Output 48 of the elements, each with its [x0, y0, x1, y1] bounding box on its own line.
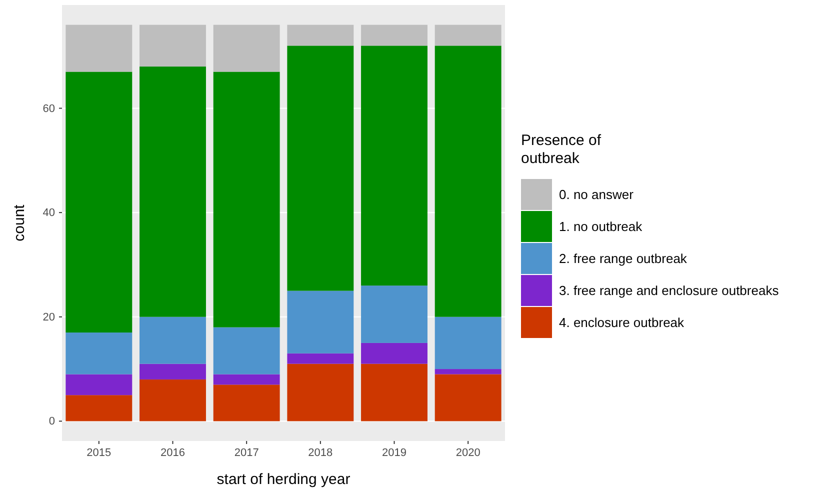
bar	[361, 46, 428, 286]
bar	[140, 66, 206, 317]
bar	[434, 374, 502, 422]
bar	[213, 327, 280, 374]
bar	[434, 24, 502, 46]
bar	[434, 369, 502, 374]
legend-label: 3. free range and enclosure outbreaks	[559, 283, 780, 298]
y-axis-title: count	[11, 204, 28, 242]
bar	[213, 384, 280, 422]
x-axis-title: start of herding year	[216, 471, 350, 488]
legend-title: Presence of outbreak	[521, 132, 602, 167]
y-tick-label: 0	[48, 416, 55, 428]
bar	[140, 316, 206, 364]
bar	[434, 316, 502, 370]
bar	[361, 24, 428, 46]
bar	[361, 364, 428, 422]
legend-label: 0. no answer	[559, 187, 634, 202]
bar	[434, 46, 502, 317]
x-tick-label: 2019	[382, 446, 406, 459]
legend-label: 4. enclosure outbreak	[559, 315, 685, 330]
bar	[287, 364, 354, 422]
bar	[140, 379, 206, 422]
x-tick-label: 2020	[456, 446, 480, 459]
bar	[213, 24, 280, 72]
bar	[66, 374, 132, 396]
bar	[140, 24, 206, 67]
bar	[66, 24, 132, 72]
y-tick-label: 40	[42, 207, 55, 220]
bar	[287, 46, 354, 291]
bar	[287, 353, 354, 364]
y-tick-label: 20	[42, 311, 55, 324]
bar	[361, 342, 428, 364]
bar	[361, 286, 428, 343]
bar	[66, 332, 132, 374]
bar	[66, 72, 132, 333]
x-tick-label: 2015	[86, 446, 112, 459]
x-tick-label: 2017	[234, 446, 259, 459]
legend-label: 2. free range outbreak	[559, 251, 688, 266]
bar	[213, 72, 280, 328]
bar	[213, 374, 280, 385]
x-tick-label: 2018	[308, 446, 333, 459]
bar	[287, 24, 354, 46]
bar	[140, 364, 206, 380]
bar	[66, 395, 132, 422]
legend-label: 1. no outbreak	[559, 219, 643, 234]
y-tick-label: 60	[42, 102, 55, 115]
x-tick-label: 2016	[160, 446, 185, 459]
bar	[287, 290, 354, 354]
